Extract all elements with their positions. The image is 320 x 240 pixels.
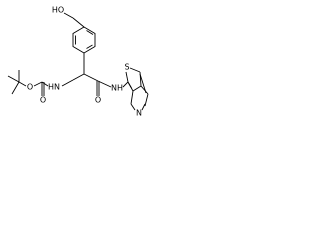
molecule: HO HN O O O NH S N: [7, 6, 149, 118]
atom-labels: HO HN O O O NH S N: [27, 6, 142, 118]
atom-label: O: [27, 83, 33, 92]
atom-label: HN: [48, 83, 60, 92]
atom-label: N: [136, 109, 142, 118]
atom-label: HO: [52, 6, 64, 15]
atom-label: NH: [111, 84, 123, 93]
atom-label: S: [124, 63, 129, 72]
atom-label: O: [95, 96, 101, 105]
bonds: [7, 12, 149, 111]
page: HO HN O O O NH S N (() => { const data =…: [7, 5, 149, 118]
atom-label: O: [40, 96, 46, 105]
